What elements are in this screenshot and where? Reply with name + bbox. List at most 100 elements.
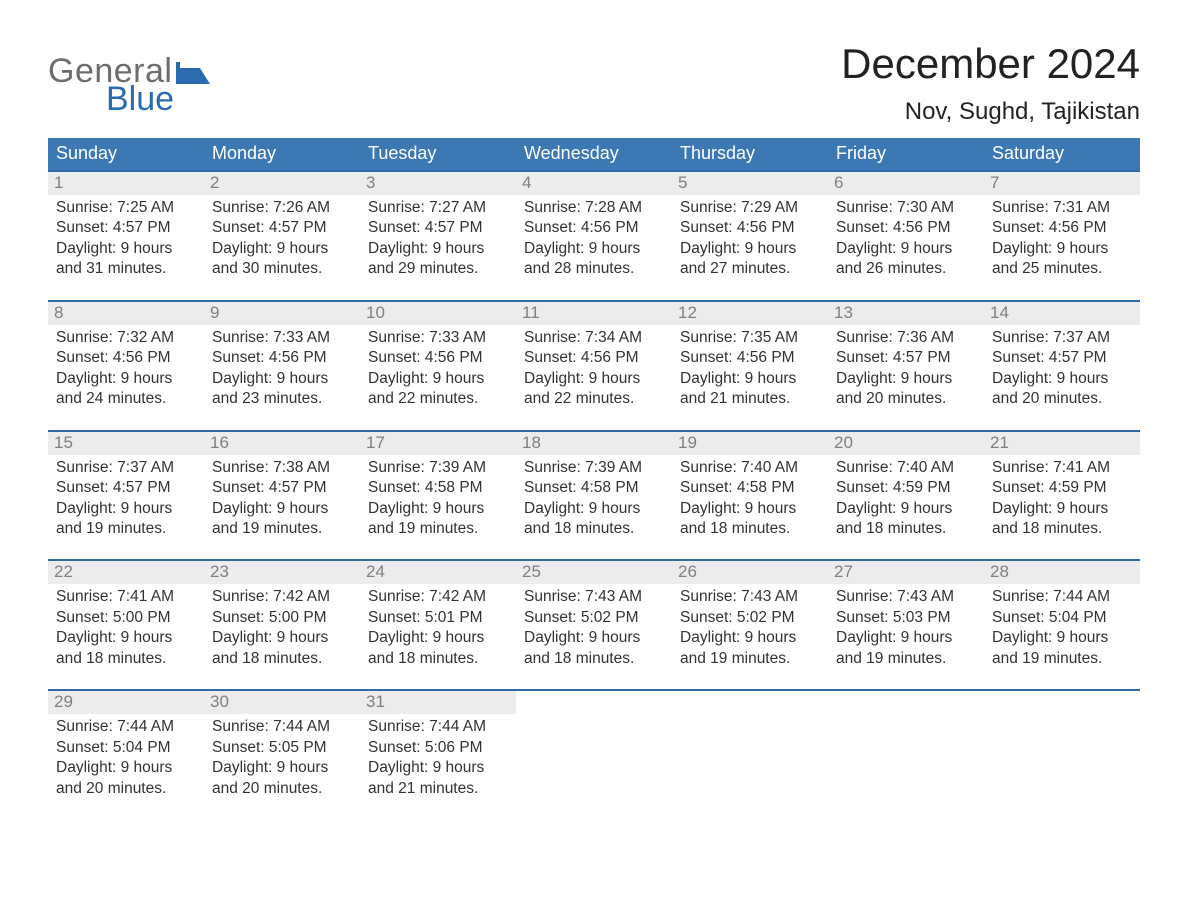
- day-number: 5: [672, 172, 828, 195]
- day-number: 7: [984, 172, 1140, 195]
- day-line-d1: Daylight: 9 hours: [836, 628, 976, 648]
- day-line-sr: Sunrise: 7:33 AM: [368, 328, 508, 348]
- day-details: Sunrise: 7:41 AMSunset: 4:59 PMDaylight:…: [984, 455, 1140, 540]
- day-cell: 2Sunrise: 7:26 AMSunset: 4:57 PMDaylight…: [204, 171, 360, 301]
- day-line-d2: and 20 minutes.: [992, 389, 1132, 409]
- day-line-sr: Sunrise: 7:44 AM: [212, 717, 352, 737]
- day-line-sr: Sunrise: 7:39 AM: [368, 458, 508, 478]
- week-row: 29Sunrise: 7:44 AMSunset: 5:04 PMDayligh…: [48, 690, 1140, 819]
- day-line-d1: Daylight: 9 hours: [992, 369, 1132, 389]
- day-line-d2: and 20 minutes.: [836, 389, 976, 409]
- day-number: 14: [984, 302, 1140, 325]
- day-number: 6: [828, 172, 984, 195]
- day-line-ss: Sunset: 4:56 PM: [680, 218, 820, 238]
- day-line-d1: Daylight: 9 hours: [992, 239, 1132, 259]
- day-cell: 1Sunrise: 7:25 AMSunset: 4:57 PMDaylight…: [48, 171, 204, 301]
- day-line-ss: Sunset: 4:56 PM: [56, 348, 196, 368]
- day-line-ss: Sunset: 4:58 PM: [524, 478, 664, 498]
- day-line-d2: and 18 minutes.: [212, 649, 352, 669]
- day-line-d2: and 20 minutes.: [212, 779, 352, 799]
- day-line-ss: Sunset: 5:00 PM: [212, 608, 352, 628]
- day-line-d2: and 19 minutes.: [368, 519, 508, 539]
- day-number: 2: [204, 172, 360, 195]
- day-line-d1: Daylight: 9 hours: [680, 239, 820, 259]
- day-line-d2: and 19 minutes.: [992, 649, 1132, 669]
- day-line-d1: Daylight: 9 hours: [56, 239, 196, 259]
- day-line-sr: Sunrise: 7:43 AM: [680, 587, 820, 607]
- day-number: 18: [516, 432, 672, 455]
- day-line-sr: Sunrise: 7:33 AM: [212, 328, 352, 348]
- day-line-d1: Daylight: 9 hours: [992, 499, 1132, 519]
- day-details: Sunrise: 7:26 AMSunset: 4:57 PMDaylight:…: [204, 195, 360, 280]
- day-line-d2: and 19 minutes.: [212, 519, 352, 539]
- day-line-d1: Daylight: 9 hours: [56, 369, 196, 389]
- day-number: 13: [828, 302, 984, 325]
- day-line-d1: Daylight: 9 hours: [368, 369, 508, 389]
- day-line-ss: Sunset: 4:57 PM: [212, 218, 352, 238]
- day-cell: 20Sunrise: 7:40 AMSunset: 4:59 PMDayligh…: [828, 431, 984, 561]
- day-number: 17: [360, 432, 516, 455]
- week-row: 22Sunrise: 7:41 AMSunset: 5:00 PMDayligh…: [48, 560, 1140, 690]
- day-details: Sunrise: 7:44 AMSunset: 5:06 PMDaylight:…: [360, 714, 516, 799]
- day-details: Sunrise: 7:36 AMSunset: 4:57 PMDaylight:…: [828, 325, 984, 410]
- day-line-ss: Sunset: 4:56 PM: [680, 348, 820, 368]
- day-number: 10: [360, 302, 516, 325]
- day-line-ss: Sunset: 5:06 PM: [368, 738, 508, 758]
- day-line-sr: Sunrise: 7:38 AM: [212, 458, 352, 478]
- day-details: Sunrise: 7:33 AMSunset: 4:56 PMDaylight:…: [360, 325, 516, 410]
- day-details: Sunrise: 7:38 AMSunset: 4:57 PMDaylight:…: [204, 455, 360, 540]
- day-line-ss: Sunset: 4:56 PM: [524, 348, 664, 368]
- day-line-d2: and 18 minutes.: [836, 519, 976, 539]
- day-line-sr: Sunrise: 7:44 AM: [56, 717, 196, 737]
- day-details: Sunrise: 7:39 AMSunset: 4:58 PMDaylight:…: [360, 455, 516, 540]
- title-block: December 2024 Nov, Sughd, Tajikistan: [841, 40, 1140, 126]
- day-line-ss: Sunset: 4:57 PM: [56, 218, 196, 238]
- day-line-d2: and 18 minutes.: [56, 649, 196, 669]
- day-cell: .....: [828, 690, 984, 819]
- day-line-d2: and 18 minutes.: [680, 519, 820, 539]
- day-line-d2: and 20 minutes.: [56, 779, 196, 799]
- day-cell: 13Sunrise: 7:36 AMSunset: 4:57 PMDayligh…: [828, 301, 984, 431]
- day-details: Sunrise: 7:33 AMSunset: 4:56 PMDaylight:…: [204, 325, 360, 410]
- day-line-d1: Daylight: 9 hours: [212, 239, 352, 259]
- day-line-d2: and 18 minutes.: [368, 649, 508, 669]
- day-line-d1: Daylight: 9 hours: [680, 369, 820, 389]
- day-line-ss: Sunset: 4:59 PM: [836, 478, 976, 498]
- day-line-d1: Daylight: 9 hours: [524, 239, 664, 259]
- day-details: Sunrise: 7:43 AMSunset: 5:02 PMDaylight:…: [516, 584, 672, 669]
- day-cell: 18Sunrise: 7:39 AMSunset: 4:58 PMDayligh…: [516, 431, 672, 561]
- day-number: 15: [48, 432, 204, 455]
- day-details: Sunrise: 7:40 AMSunset: 4:58 PMDaylight:…: [672, 455, 828, 540]
- day-line-d2: and 31 minutes.: [56, 259, 196, 279]
- day-line-sr: Sunrise: 7:30 AM: [836, 198, 976, 218]
- day-line-sr: Sunrise: 7:28 AM: [524, 198, 664, 218]
- day-line-d1: Daylight: 9 hours: [836, 239, 976, 259]
- day-line-d2: and 22 minutes.: [524, 389, 664, 409]
- weekday-header: Tuesday: [360, 138, 516, 171]
- day-number: 16: [204, 432, 360, 455]
- day-line-sr: Sunrise: 7:36 AM: [836, 328, 976, 348]
- day-number: 19: [672, 432, 828, 455]
- day-line-d2: and 23 minutes.: [212, 389, 352, 409]
- day-number: 3: [360, 172, 516, 195]
- day-cell: 19Sunrise: 7:40 AMSunset: 4:58 PMDayligh…: [672, 431, 828, 561]
- day-line-d1: Daylight: 9 hours: [836, 369, 976, 389]
- day-line-d1: Daylight: 9 hours: [368, 628, 508, 648]
- day-number: 23: [204, 561, 360, 584]
- week-row: 1Sunrise: 7:25 AMSunset: 4:57 PMDaylight…: [48, 171, 1140, 301]
- day-details: Sunrise: 7:44 AMSunset: 5:05 PMDaylight:…: [204, 714, 360, 799]
- day-details: Sunrise: 7:43 AMSunset: 5:02 PMDaylight:…: [672, 584, 828, 669]
- day-cell: 24Sunrise: 7:42 AMSunset: 5:01 PMDayligh…: [360, 560, 516, 690]
- day-cell: 10Sunrise: 7:33 AMSunset: 4:56 PMDayligh…: [360, 301, 516, 431]
- day-cell: .....: [984, 690, 1140, 819]
- day-number: 31: [360, 691, 516, 714]
- day-line-sr: Sunrise: 7:25 AM: [56, 198, 196, 218]
- day-line-ss: Sunset: 4:57 PM: [212, 478, 352, 498]
- month-title: December 2024: [841, 40, 1140, 88]
- day-line-d2: and 18 minutes.: [992, 519, 1132, 539]
- day-cell: 28Sunrise: 7:44 AMSunset: 5:04 PMDayligh…: [984, 560, 1140, 690]
- weekday-header: Wednesday: [516, 138, 672, 171]
- day-line-d1: Daylight: 9 hours: [368, 239, 508, 259]
- day-line-d2: and 21 minutes.: [368, 779, 508, 799]
- day-cell: 30Sunrise: 7:44 AMSunset: 5:05 PMDayligh…: [204, 690, 360, 819]
